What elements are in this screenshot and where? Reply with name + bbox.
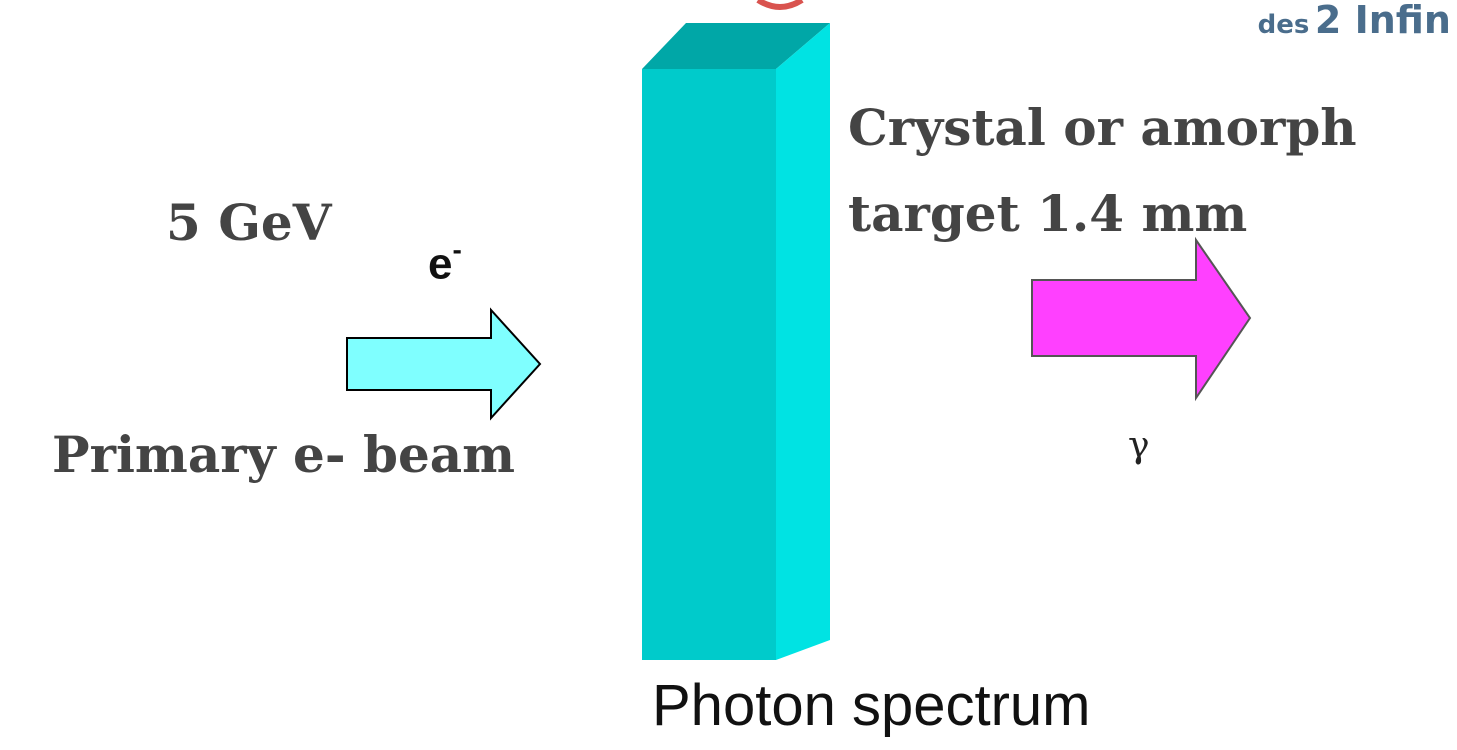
photon-spectrum-label: Photon spectrum [652, 673, 1091, 738]
target-label: Crystal or amorph target 1.4 mm [848, 85, 1357, 257]
electron-beam-arrow [346, 307, 542, 421]
electron-letter: e [428, 239, 453, 289]
target-side-face [776, 23, 830, 660]
logo-text-small: des [1257, 10, 1310, 40]
logo-text-big: 2 Infin [1314, 0, 1451, 42]
target-front-face [642, 69, 776, 660]
target-label-line1: Crystal or amorph [848, 98, 1357, 157]
primary-beam-label: Primary e- beam [52, 425, 516, 484]
gamma-symbol: γ [1128, 425, 1150, 466]
logo-accent-arc [756, 0, 804, 10]
logo-text: des 2 Infin [1258, 0, 1451, 42]
electron-symbol: e- [428, 234, 462, 290]
target-block [642, 23, 830, 660]
target-label-line2: target 1.4 mm [848, 184, 1248, 243]
electron-charge: - [452, 234, 462, 265]
target-top-face [642, 23, 830, 69]
energy-label: 5 GeV [166, 193, 332, 252]
photon-beam-arrow [1031, 236, 1252, 402]
